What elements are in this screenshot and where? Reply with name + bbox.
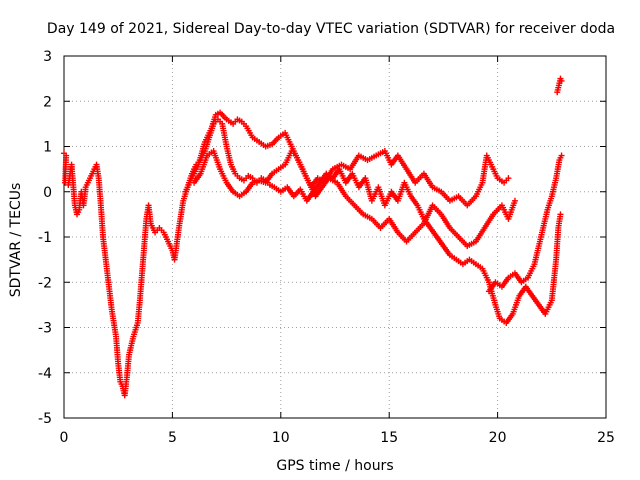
y-axis-label: SDTVAR / TECUs [8, 183, 24, 298]
data-point [557, 211, 564, 218]
series-trace-mid [191, 148, 518, 250]
x-tick-label: 10 [272, 430, 290, 446]
series-trace-main [61, 116, 564, 399]
data-point [558, 152, 565, 159]
grid-layer [64, 56, 606, 418]
y-tick-label: -4 [38, 366, 52, 382]
axis-ticks: 0 5 10 15 20 25 -5 -4 -3 -2 -1 0 1 2 3 [38, 49, 615, 446]
data-point [505, 175, 512, 182]
data-points [61, 75, 565, 399]
x-axis-label: GPS time / hours [276, 458, 393, 474]
y-tick-label: 3 [43, 49, 52, 65]
series-trace-upper [182, 109, 512, 209]
series-trace-end-cluster [554, 75, 565, 96]
y-tick-label: 1 [43, 140, 52, 156]
y-tick-label: -2 [38, 275, 52, 291]
x-tick-label: 20 [489, 430, 507, 446]
y-tick-label: 0 [43, 185, 52, 201]
y-tick-label: -5 [38, 411, 52, 427]
x-tick-label: 15 [380, 430, 398, 446]
y-tick-label: -3 [38, 321, 52, 337]
x-tick-label: 25 [597, 430, 615, 446]
y-tick-label: 2 [43, 94, 52, 110]
x-tick-label: 5 [168, 430, 177, 446]
y-tick-label: -1 [38, 230, 52, 246]
data-point [511, 197, 518, 204]
data-point [558, 77, 565, 84]
chart-title: Day 149 of 2021, Sidereal Day-to-day VTE… [47, 21, 615, 37]
series-trace-late [485, 152, 565, 295]
x-tick-label: 0 [60, 430, 69, 446]
